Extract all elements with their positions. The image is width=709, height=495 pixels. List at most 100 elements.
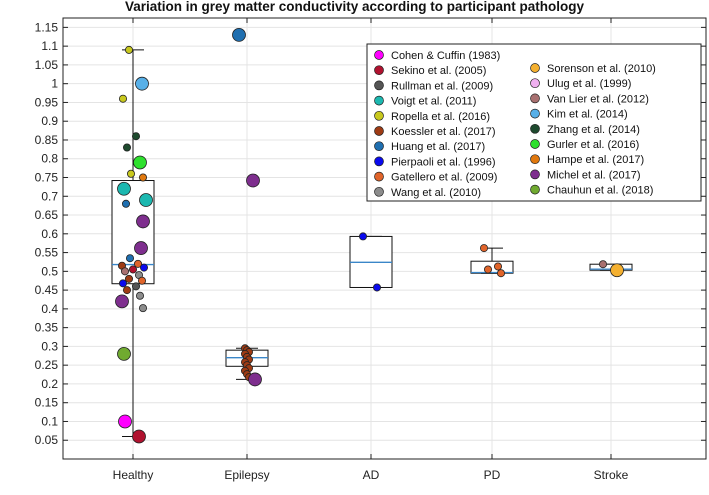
box-pd [470, 247, 514, 274]
legend-label: Voigt et al. (2011) [391, 96, 476, 108]
legend-item: Kim et al. (2014) [530, 108, 628, 121]
data-point: Koessler et al. (2017): 0.48 [125, 274, 134, 283]
data-points: Cohen & Cuffin (1983): 0.1Sekino et al. … [115, 27, 624, 444]
y-tick-label: 0.85 [35, 133, 59, 147]
y-tick-label: 1.05 [35, 58, 59, 72]
data-point: Michel et al. (2017): 0.742 [246, 173, 260, 188]
legend-label: Rullman et al. (2009) [391, 80, 493, 92]
legend-marker [530, 93, 540, 104]
y-tick-label: 0.5 [41, 264, 58, 278]
legend-item: Huang et al. (2017) [374, 141, 485, 153]
data-point: Pierpaoli et al. (1996): 0.457 [372, 283, 381, 292]
data-point: Wang et al. (2010): 0.435 [135, 291, 144, 300]
legend-label: Michel et al. (2017) [547, 169, 641, 181]
y-tick-label: 0.05 [35, 433, 59, 447]
y-tick-label: 0.65 [35, 208, 59, 222]
y-tick-label: 0.9 [41, 114, 58, 128]
x-tick-label: Healthy [113, 468, 154, 482]
data-point: Gatellero et al. (2009): 0.562 [479, 244, 488, 253]
x-tick-label: Epilepsy [224, 468, 269, 482]
y-tick-label: 0.95 [35, 95, 59, 109]
legend-marker [530, 169, 540, 180]
legend-marker [374, 65, 384, 76]
legend-marker [374, 186, 384, 197]
legend-item: Sekino et al. (2005) [374, 65, 486, 77]
data-point: Sekino et al. (2005): 0.505 [128, 265, 137, 274]
x-tick-label: Stroke [594, 468, 629, 482]
data-point: Van Lier et al. (2012): 0.5 [121, 267, 130, 276]
data-point: Michel et al. (2017): 0.633 [136, 214, 150, 229]
legend-marker [374, 141, 384, 152]
data-point: Sekino et al. (2005): 0.06 [132, 429, 146, 444]
data-point: Sorenson et al. (2010): 0.503 [610, 263, 624, 278]
legend-label: Gurler et al. (2016) [547, 139, 639, 151]
legend-item: Wang et al. (2010) [374, 186, 481, 199]
legend-label: Sekino et al. (2005) [391, 65, 486, 77]
y-tick-label: 0.75 [35, 171, 59, 185]
x-tick-label: PD [484, 468, 501, 482]
data-point: Gatellero et al. (2009): 0.475 [137, 276, 146, 285]
box-iqr [470, 260, 514, 274]
legend-label: Cohen & Cuffin (1983) [391, 50, 500, 62]
y-tick-label: 0.45 [35, 283, 59, 297]
y-tick-label: 0.3 [41, 339, 58, 353]
data-point: Voigt et al. (2011): 0.69 [139, 193, 153, 207]
legend-label: Gatellero et al. (2009) [391, 172, 497, 184]
x-axis: Healthy Epilepsy AD PD Stroke [113, 18, 629, 482]
legend-item: Michel et al. (2017) [530, 169, 641, 181]
y-tick-label: 1 [51, 77, 58, 91]
x-tick-label: AD [363, 468, 380, 482]
legend-item: Zhang et al. (2014) [530, 123, 640, 136]
chart-title: Variation in grey matter conductivity ac… [124, 0, 585, 14]
data-point: Michel et al. (2017): 0.212 [248, 372, 262, 387]
legend-label: Hampe et al. (2017) [547, 154, 644, 166]
data-point: Huang et al. (2017): 0.535 [126, 254, 135, 263]
legend-item: Hampe et al. (2017) [530, 154, 644, 166]
legend-marker [374, 95, 384, 106]
data-point: Zhang et al. (2014): 0.86 [131, 132, 140, 141]
data-point: Ropella et al. (2016): 0.76 [127, 169, 136, 178]
legend-item: Koessler et al. (2017) [374, 126, 496, 138]
legend-marker [374, 126, 384, 136]
data-point: Ropella et al. (2016): 1.09 [125, 45, 134, 54]
legend-label: Kim et al. (2014) [547, 109, 628, 121]
data-point: Gatellero et al. (2009): 0.52 [133, 259, 142, 268]
data-point: Michel et al. (2017): 0.42 [115, 294, 129, 309]
legend: Cohen & Cuffin (1983) Sekino et al. (2005… [366, 43, 702, 202]
y-tick-label: 0.2 [41, 377, 58, 391]
legend-label: Chauhun et al. (2018) [547, 185, 653, 197]
data-point: Ropella et al. (2016): 0.96 [119, 94, 128, 103]
legend-marker [530, 78, 540, 89]
legend-marker [530, 184, 540, 195]
legend-item: Cohen & Cuffin (1983) [374, 50, 500, 62]
legend-item: Pierpaoli et al. (1996) [374, 156, 496, 168]
data-point: Chauhun et al. (2018): 0.28 [117, 347, 131, 361]
data-point: Pierpaoli et al. (1996): 0.468 [119, 279, 128, 288]
y-tick-label: 1.1 [41, 39, 58, 53]
data-point: Gatellero et al. (2009): 0.495 [496, 269, 505, 278]
legend-marker [374, 50, 384, 60]
legend-marker [374, 80, 384, 91]
legend-marker [530, 123, 540, 134]
data-point: Kim et al. (2014): 1 [135, 76, 149, 91]
plot-frame [62, 17, 707, 460]
legend-label: Zhang et al. (2014) [547, 124, 640, 136]
y-tick-label: 0.15 [35, 396, 59, 410]
legend-marker [530, 63, 540, 73]
legend-item: Ulug et al. (1999) [530, 78, 631, 90]
legend-label: Sorenson et al. (2010) [547, 63, 656, 75]
legend-marker [374, 156, 384, 167]
y-tick-label: 0.6 [41, 227, 58, 241]
legend-item: Sorenson et al. (2010) [530, 63, 656, 75]
legend-marker [374, 171, 384, 182]
legend-item: Gurler et al. (2016) [530, 139, 639, 151]
legend-label: Van Lier et al. (2012) [547, 93, 649, 105]
data-point: Huang et al. (2017): 0.68 [122, 199, 131, 208]
y-tick-label: 0.1 [41, 414, 58, 428]
data-point: Gatellero et al. (2009): 0.513 [493, 262, 502, 271]
data-point: Michel et al. (2017): 0.562 [134, 241, 148, 255]
legend-label: Wang et al. (2010) [391, 187, 481, 199]
legend-marker [530, 108, 540, 119]
y-tick-label: 0.7 [41, 189, 58, 203]
